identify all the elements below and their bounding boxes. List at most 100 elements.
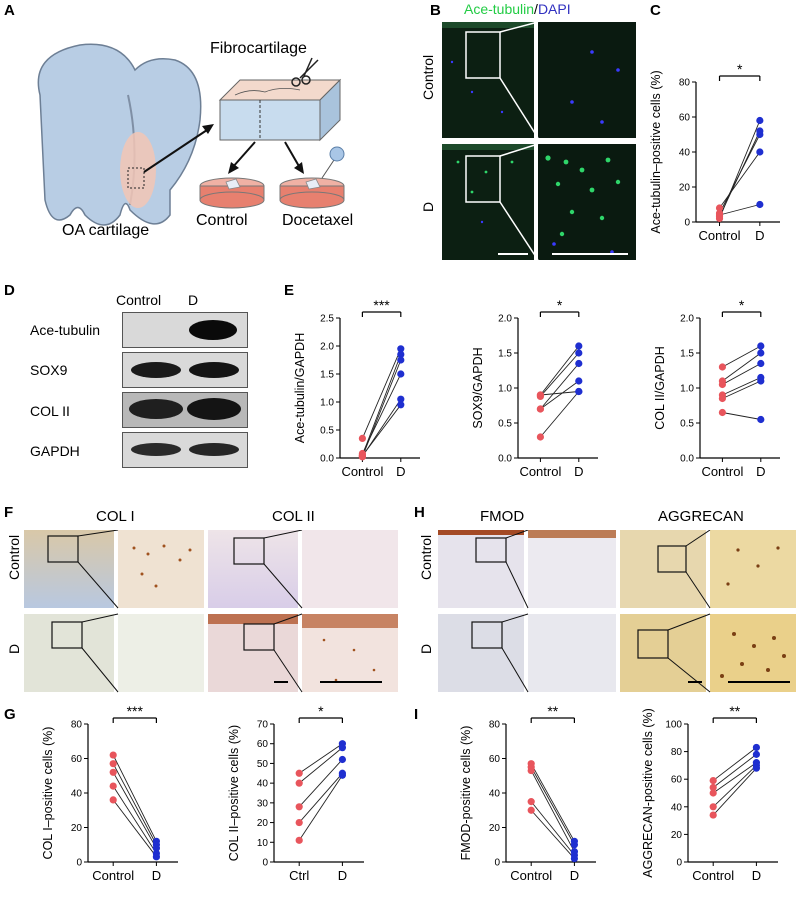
x-tick-label: D: [396, 464, 405, 479]
control-point: [536, 433, 545, 441]
x-tick-label: D: [152, 868, 161, 883]
d-point: [397, 345, 405, 353]
blot-row-col2: COL II: [30, 403, 70, 419]
d-point: [752, 750, 761, 758]
pair-line: [722, 345, 762, 368]
control-point: [718, 408, 727, 417]
control-point: [709, 803, 717, 811]
y-tick-label: 40: [257, 779, 269, 790]
pair-line: [361, 373, 402, 454]
y-tick-label: 40: [71, 789, 83, 800]
y-tick-label: 20: [489, 823, 501, 834]
d-point: [575, 377, 583, 385]
chart-c: 0 20 40 60 80 Control D Ace-tubulin–positive ce…: [649, 61, 780, 243]
y-tick-label: 0.5: [320, 426, 334, 437]
y-tick-label: 20: [71, 823, 83, 834]
pair-line: [530, 766, 575, 845]
y-tick-label: 0.5: [680, 419, 694, 430]
y-tick-label: 40: [679, 148, 691, 159]
y-tick-label: 80: [671, 747, 683, 758]
pair-line: [712, 765, 757, 808]
pair-line: [719, 151, 761, 209]
d-point: [397, 370, 405, 378]
y-tick-label: 20: [671, 830, 683, 841]
d-point: [152, 853, 160, 861]
pair-line: [112, 763, 157, 845]
control-point: [718, 394, 727, 403]
y-tick-label: 1.0: [320, 398, 334, 409]
x-tick-label: D: [574, 464, 583, 479]
y-tick-label: 40: [671, 802, 683, 813]
y-tick-label: 50: [257, 759, 269, 770]
control-point: [709, 783, 717, 792]
y-tick-label: 60: [679, 113, 691, 124]
y-axis-label: Ace-tubulin–positive cells (%): [649, 70, 663, 233]
x-tick-label: Ctrl: [289, 868, 309, 883]
control-point: [527, 766, 535, 775]
d-point: [756, 127, 764, 135]
y-tick-label: 0: [262, 858, 268, 869]
d-point: [575, 349, 583, 357]
x-tick-label: D: [570, 868, 579, 883]
y-tick-label: 60: [257, 739, 269, 750]
pair-line: [712, 767, 757, 816]
pair-line: [712, 747, 757, 781]
blot-row-gapdh: GAPDH: [30, 443, 80, 459]
d-point: [756, 116, 764, 125]
y-tick-label: 20: [257, 818, 269, 829]
d-point: [757, 377, 765, 385]
sig-stars: ***: [127, 703, 144, 719]
fibrocartilage-label: Fibrocartilage: [210, 40, 307, 57]
d-point: [397, 356, 405, 364]
y-tick-label: 20: [679, 183, 691, 194]
y-axis-label: COL II–positive cells (%): [227, 725, 241, 861]
pair-line: [712, 754, 757, 788]
y-tick-label: 1.5: [320, 370, 334, 381]
sig-stars: **: [547, 703, 558, 719]
x-tick-label: D: [338, 868, 347, 883]
panel-label-f: F: [4, 504, 14, 521]
blot-strip-sox9: [122, 352, 248, 388]
y-tick-label: 60: [671, 775, 683, 786]
y-tick-label: 1.5: [680, 349, 694, 360]
control-point: [718, 363, 727, 371]
control-point: [109, 760, 117, 768]
x-tick-label: D: [755, 228, 764, 243]
pair-line: [530, 770, 575, 852]
x-tick-label: Control: [341, 464, 383, 479]
y-tick-label: 2.0: [320, 342, 334, 353]
x-tick-label: Control: [510, 868, 552, 883]
pair-line: [112, 785, 157, 854]
blot-row-sox9: SOX9: [30, 362, 68, 378]
d-point: [757, 342, 765, 350]
pair-line: [112, 754, 157, 842]
pair-line: [722, 380, 761, 399]
y-tick-label: 0.5: [498, 419, 512, 430]
pair-line: [540, 345, 580, 396]
y-tick-label: 2.5: [320, 314, 334, 325]
pair-line: [298, 747, 343, 784]
fluorescence-images: [442, 22, 636, 261]
d-point: [575, 342, 583, 350]
d-point: [338, 771, 346, 779]
d-point: [757, 349, 765, 357]
blot-col-control: Control: [116, 292, 162, 308]
chart-i2: 0 20 40 60 80 100 Control D AGGRECAN-positive ce…: [641, 703, 778, 883]
control-point: [358, 434, 366, 442]
x-tick-label: D: [756, 464, 765, 479]
panel-label-b: B: [430, 2, 441, 19]
control-point: [536, 405, 545, 413]
pair-line: [298, 759, 343, 808]
y-tick-label: 30: [257, 798, 269, 809]
sig-stars: *: [739, 297, 745, 313]
panel-label-c: C: [650, 2, 661, 19]
pair-line: [722, 352, 762, 382]
x-tick-label: D: [752, 868, 761, 883]
ihc-images-fmod-aggrecan: [438, 530, 796, 693]
chart-g1: 0 20 40 60 80 Control D COL I–positive cells (%…: [41, 703, 178, 883]
sig-stars: **: [729, 703, 740, 719]
control-point: [709, 776, 717, 785]
y-tick-label: 2.0: [680, 314, 694, 325]
pair-line: [540, 391, 580, 438]
panel-f-col2: COL II: [272, 508, 315, 525]
